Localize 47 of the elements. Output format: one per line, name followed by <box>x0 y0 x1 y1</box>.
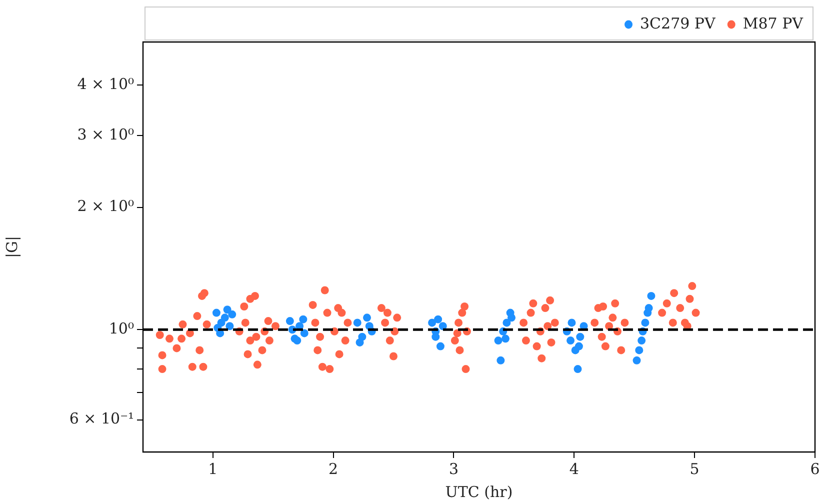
point <box>501 334 510 343</box>
point <box>635 346 644 354</box>
point <box>647 292 656 300</box>
point <box>353 318 362 327</box>
y-tick-label: 10⁰ <box>108 320 134 338</box>
x-tick-label: 3 <box>448 460 458 478</box>
point <box>641 318 650 327</box>
point <box>356 338 364 346</box>
point <box>438 322 447 330</box>
point <box>496 356 505 364</box>
point <box>638 336 646 345</box>
y-tick-label: 4 × 10⁰ <box>77 74 134 93</box>
x-tick-label: 5 <box>690 460 700 478</box>
point <box>223 306 232 314</box>
point <box>574 342 583 350</box>
point <box>434 315 442 324</box>
point <box>293 336 302 345</box>
point <box>286 317 294 326</box>
x-tick-label: 4 <box>569 460 579 478</box>
x-tick-label: 1 <box>208 460 218 478</box>
point <box>576 332 584 341</box>
point <box>363 314 371 322</box>
legend-label: M87 PV <box>742 14 804 32</box>
point <box>299 315 308 324</box>
point <box>212 308 220 317</box>
point <box>574 365 582 374</box>
x-tick-label: 6 <box>810 460 820 478</box>
legend-label: 3C279 PV <box>640 14 717 32</box>
point <box>436 342 444 350</box>
point <box>568 318 576 327</box>
point <box>220 314 229 322</box>
y-tick-label: 2 × 10⁰ <box>77 197 134 216</box>
point <box>300 329 308 338</box>
x-axis-title: UTC (hr) <box>445 482 513 501</box>
y-axis-title: |G| <box>2 236 21 258</box>
x-tick-label: 2 <box>328 460 338 478</box>
point <box>228 310 236 318</box>
y-tick-label: 6 × 10⁻¹ <box>69 410 134 428</box>
point <box>632 356 641 364</box>
point <box>226 322 234 330</box>
point <box>494 336 502 345</box>
point <box>508 314 516 322</box>
y-tick-label: 3 × 10⁰ <box>77 126 134 144</box>
point <box>644 304 653 312</box>
point <box>428 318 436 327</box>
point <box>502 318 511 327</box>
point <box>566 336 575 345</box>
